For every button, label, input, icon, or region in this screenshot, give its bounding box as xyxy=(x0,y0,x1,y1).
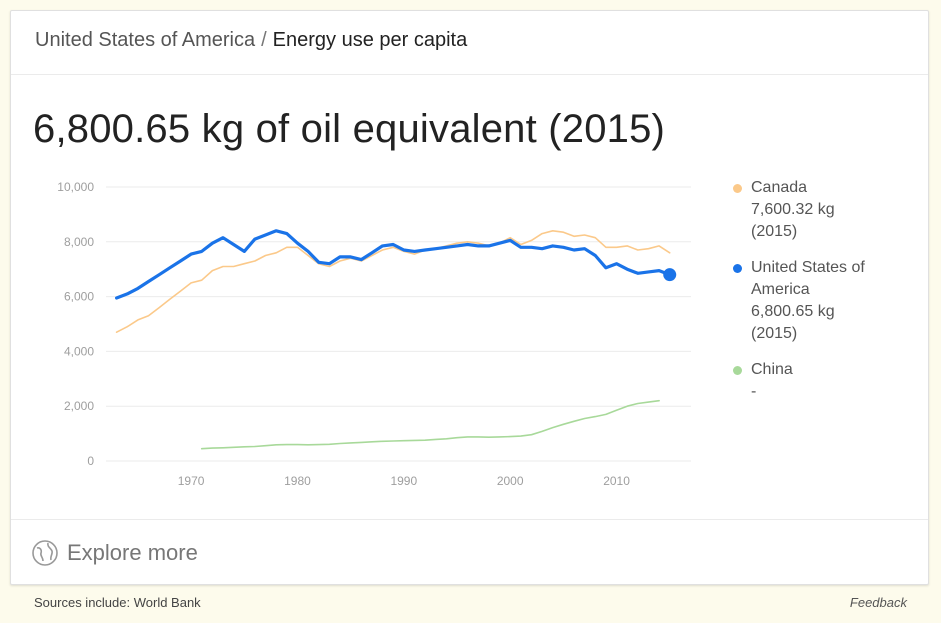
card-header: United States of America / Energy use per … xyxy=(11,11,928,75)
legend-item-canada[interactable]: Canada 7,600.32 kg (2015) xyxy=(733,177,923,243)
legend-text: 7,600.32 kg xyxy=(751,201,835,218)
legend-text: (2015) xyxy=(751,325,798,342)
x-tick-label: 1970 xyxy=(178,474,205,488)
divider xyxy=(11,519,928,520)
legend-text: 6,800.65 kg xyxy=(751,303,835,320)
legend-item-china[interactable]: China - xyxy=(733,359,923,403)
explore-more-link[interactable]: Explore more xyxy=(31,537,198,569)
y-tick-label: 6,000 xyxy=(64,290,94,304)
legend-text: China xyxy=(751,361,793,378)
legend-dot xyxy=(733,264,742,273)
legend-dot xyxy=(733,366,742,375)
legend-text: United States of xyxy=(751,259,865,276)
series-line-united-states-of-america[interactable] xyxy=(115,229,672,300)
y-tick-label: 0 xyxy=(87,454,94,468)
explore-more-label: Explore more xyxy=(67,540,198,565)
y-tick-label: 2,000 xyxy=(64,399,94,413)
series-line-canada[interactable] xyxy=(115,230,671,333)
y-tick-label: 10,000 xyxy=(57,180,94,194)
legend-dot xyxy=(733,184,742,193)
legend-item-united-states-of-america[interactable]: United States of America 6,800.65 kg (2015) xyxy=(733,257,923,345)
legend-text: America xyxy=(751,281,810,298)
globe-icon xyxy=(32,540,58,566)
breadcrumb-country[interactable]: United States of America xyxy=(35,29,256,51)
legend-text: Canada xyxy=(751,179,808,196)
sources-note: Sources include: World Bank xyxy=(34,595,201,610)
x-tick-label: 2010 xyxy=(603,474,630,488)
headline-value: 6,800.65 kg of oil equivalent (2015) xyxy=(33,107,666,151)
breadcrumb-separator: / xyxy=(261,29,267,51)
x-tick-label: 1990 xyxy=(390,474,417,488)
legend-text: - xyxy=(751,383,757,400)
y-tick-label: 4,000 xyxy=(64,344,94,358)
x-tick-label: 2000 xyxy=(497,474,524,488)
feedback-link[interactable]: Feedback xyxy=(849,595,907,610)
highlight-point-usa-2015[interactable] xyxy=(663,268,677,282)
knowledge-card: United States of America / Energy use per … xyxy=(10,10,929,585)
legend-text: (2015) xyxy=(751,223,798,240)
x-tick-label: 1980 xyxy=(284,474,311,488)
chart-legend: Canada 7,600.32 kg (2015) United States of A… xyxy=(733,177,923,417)
y-tick-label: 8,000 xyxy=(64,235,94,249)
line-chart[interactable]: 0 2,000 4,000 6,000 8,000 10,000 1970 1980 1990 2… xyxy=(11,171,711,516)
breadcrumb-indicator: Energy use per capita xyxy=(272,29,468,51)
series-line-china[interactable] xyxy=(200,399,660,450)
